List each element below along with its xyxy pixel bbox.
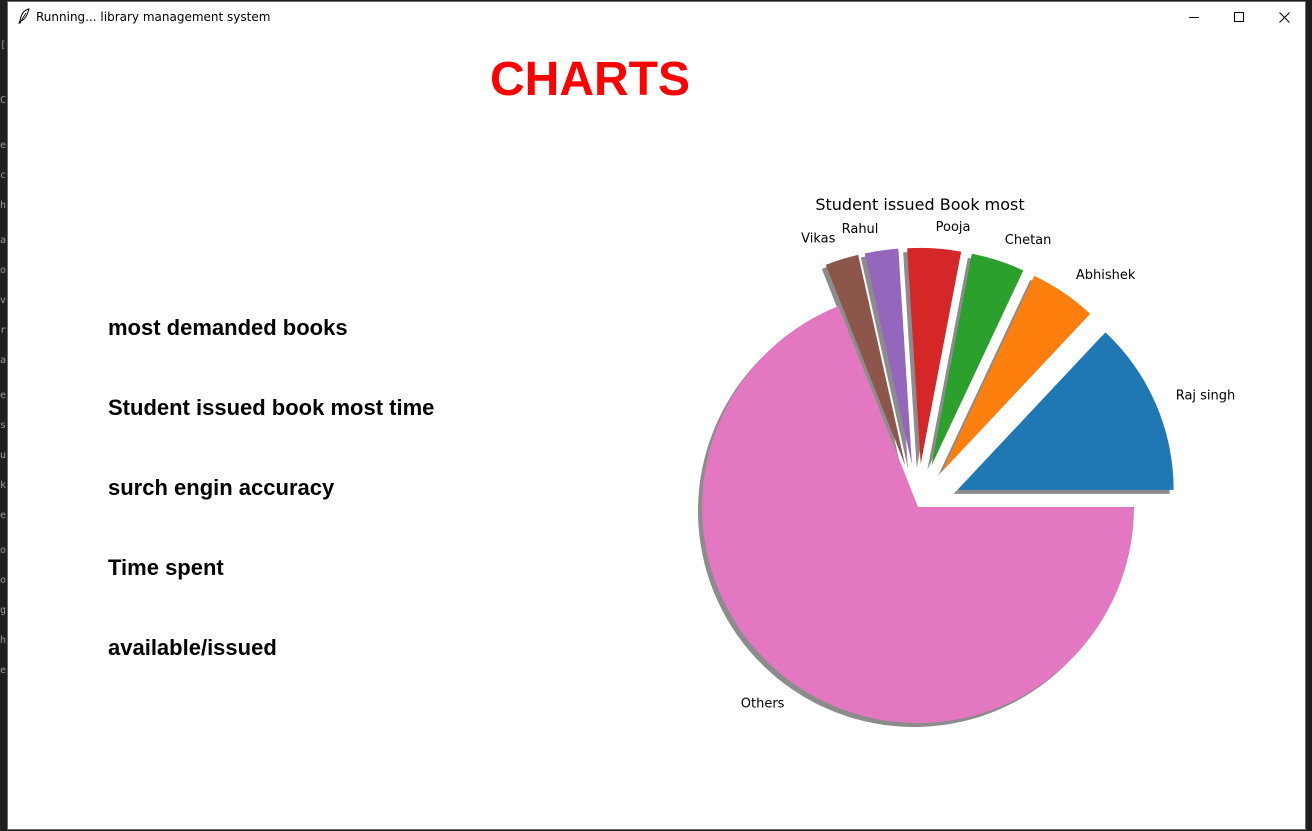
background-editor-strip: [ C e c h a o v r a e s u k e o o g h e xyxy=(0,0,8,831)
maximize-button[interactable] xyxy=(1216,2,1262,32)
title-bar[interactable]: Running... library management system xyxy=(8,2,1305,32)
pie-label-pooja: Pooja xyxy=(936,220,971,235)
pie-slice-layer xyxy=(702,247,1174,724)
pie-slice-vikas xyxy=(825,254,906,466)
window-title: Running... library management system xyxy=(36,10,271,24)
pie-label-others: Others xyxy=(741,697,785,712)
close-button[interactable] xyxy=(1261,2,1305,32)
minimize-button[interactable] xyxy=(1171,2,1217,32)
pie-label-raj-singh: Raj singh xyxy=(1176,388,1236,403)
menu-most-demanded-books[interactable]: most demanded books xyxy=(108,315,348,340)
chart-title: Student issued Book most xyxy=(815,195,1024,214)
close-icon xyxy=(1278,11,1290,23)
pie-slice-pooja xyxy=(907,247,962,464)
minimize-icon xyxy=(1188,16,1199,18)
menu-time-spent[interactable]: Time spent xyxy=(108,555,224,580)
pie-label-layer: Raj singh Abhishek Chetan Pooja Rahul Vikas Ot… xyxy=(741,220,1236,712)
menu-search-engine-accuracy[interactable]: surch engin accuracy xyxy=(108,475,335,500)
pie-label-vikas: Vikas xyxy=(801,232,835,247)
pie-slice-chetan xyxy=(931,253,1024,466)
page-heading: CHARTS xyxy=(490,53,690,106)
menu-available-issued[interactable]: available/issued xyxy=(108,635,277,660)
pie-slice-others xyxy=(702,306,1134,724)
pie-label-abhishek: Abhishek xyxy=(1076,268,1136,283)
feather-icon xyxy=(18,8,30,24)
pie-slice-raj-singh xyxy=(957,332,1174,490)
pie-label-rahul: Rahul xyxy=(842,222,879,237)
app-window: Running... library management system CHA… xyxy=(7,1,1306,830)
pie-label-chetan: Chetan xyxy=(1005,233,1052,248)
pie-chart: Raj singh Abhishek Chetan Pooja Rahul Vikas Ot… xyxy=(698,195,1236,727)
menu-student-issued-book-most-time[interactable]: Student issued book most time xyxy=(108,395,435,420)
pie-slice-rahul xyxy=(864,248,912,465)
pie-slice-abhishek xyxy=(942,275,1091,472)
maximize-icon xyxy=(1233,11,1244,22)
